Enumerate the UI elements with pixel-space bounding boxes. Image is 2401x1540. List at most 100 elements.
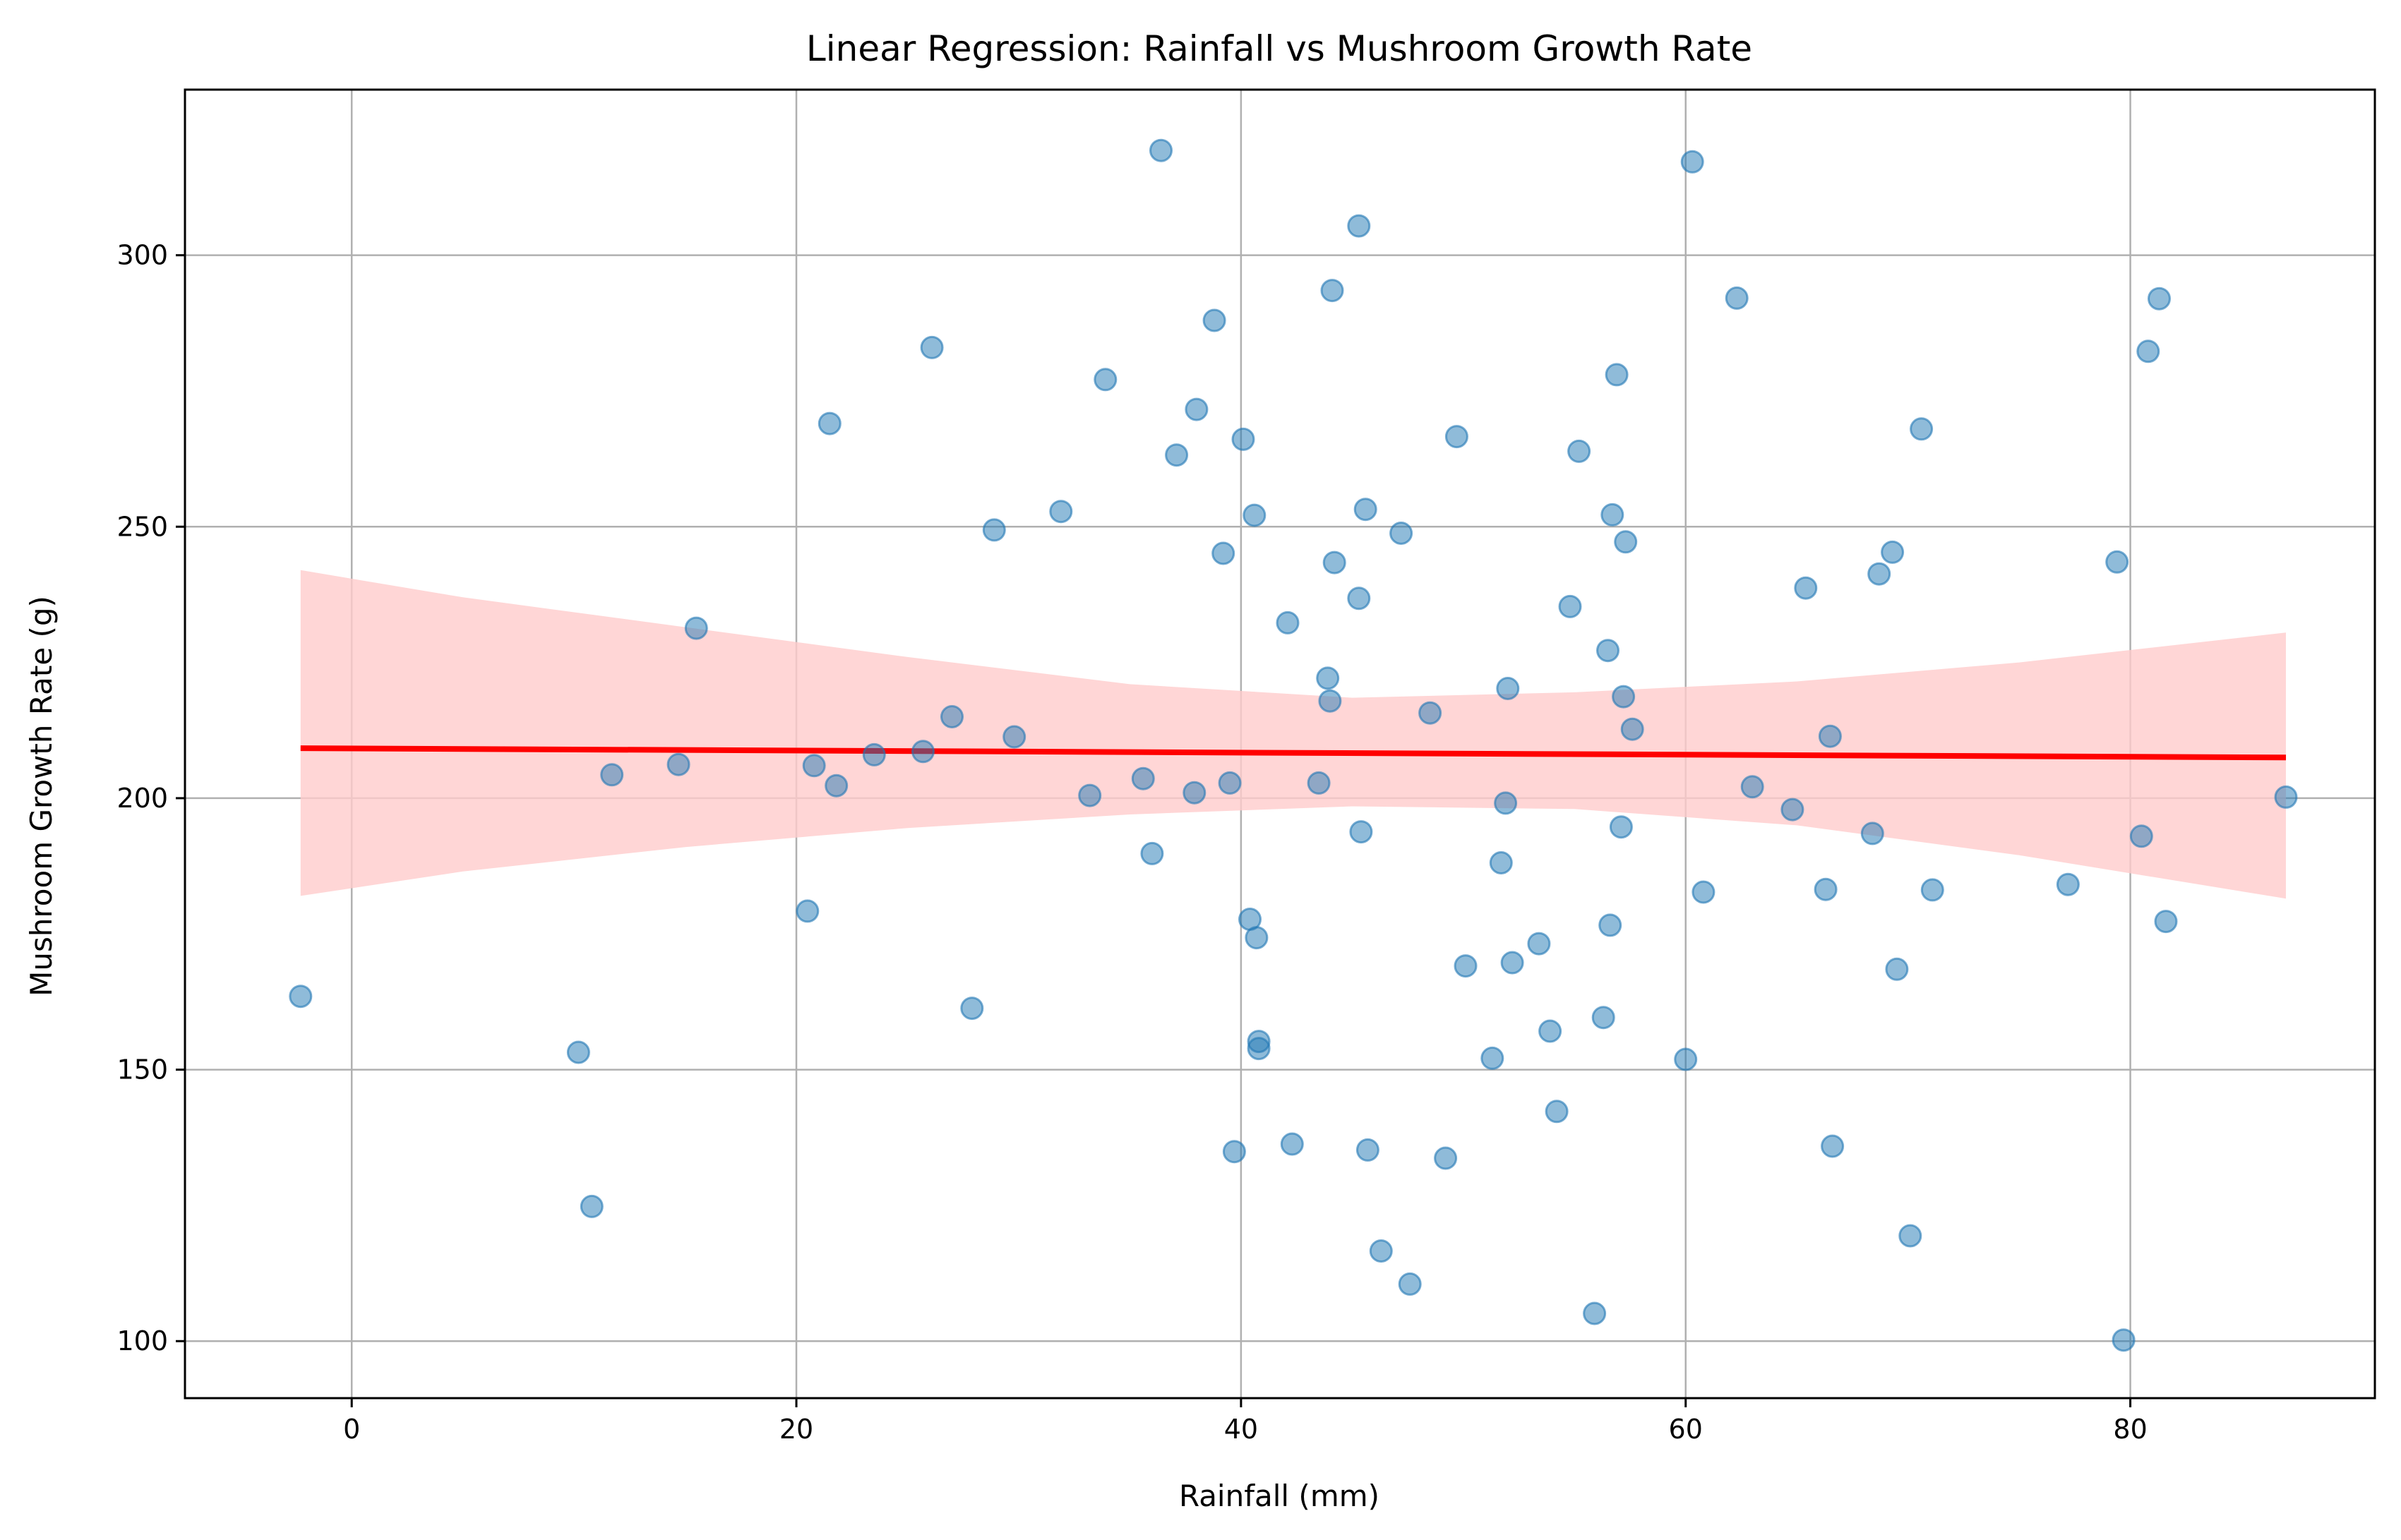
data-point — [1349, 820, 1373, 844]
data-point — [818, 411, 842, 435]
x-axis-label: Rainfall (mm) — [1179, 1479, 1379, 1513]
data-point — [1307, 771, 1331, 795]
data-point — [1094, 368, 1118, 392]
data-point — [1860, 822, 1884, 846]
data-point — [1674, 1047, 1698, 1071]
data-point — [1149, 138, 1173, 162]
y-tick-label: 300 — [116, 240, 168, 271]
data-point — [1131, 766, 1155, 790]
data-point — [1740, 775, 1764, 799]
data-point — [1222, 1140, 1246, 1164]
data-point — [1182, 781, 1207, 805]
data-point — [1276, 610, 1300, 634]
data-point — [1558, 594, 1582, 618]
data-point — [1185, 397, 1209, 421]
data-point — [1002, 725, 1026, 749]
y-axis-label: Mushroom Growth Rate (g) — [24, 596, 59, 997]
data-point — [1885, 957, 1909, 981]
data-point — [2105, 550, 2129, 574]
data-point — [1078, 783, 1102, 807]
data-point — [566, 1040, 590, 1064]
data-point — [2154, 910, 2178, 934]
data-point — [1247, 1030, 1271, 1054]
data-point — [1489, 851, 1513, 874]
data-point — [666, 752, 690, 776]
data-point — [802, 754, 826, 778]
data-point — [1245, 926, 1269, 950]
data-point — [600, 763, 624, 787]
data-point — [2112, 1328, 2136, 1352]
data-point — [1320, 279, 1344, 303]
data-point — [1389, 522, 1413, 545]
data-point — [1821, 1134, 1845, 1158]
data-point — [1605, 363, 1629, 387]
data-point — [580, 1194, 604, 1218]
data-point — [684, 616, 708, 640]
data-point — [1794, 576, 1818, 600]
data-point — [1583, 1301, 1607, 1325]
data-point — [1398, 1272, 1422, 1296]
data-point — [1620, 717, 1644, 741]
data-point — [1316, 666, 1340, 690]
data-point — [920, 335, 944, 359]
data-point — [1780, 798, 1804, 822]
data-point — [862, 742, 886, 766]
data-point — [1049, 500, 1073, 524]
data-point — [1218, 771, 1242, 795]
data-point — [1598, 913, 1622, 937]
data-point — [1692, 880, 1716, 904]
data-point — [2129, 824, 2153, 848]
x-tick-label: 0 — [343, 1414, 360, 1445]
data-point — [1140, 841, 1164, 865]
y-tick-label: 250 — [116, 511, 168, 542]
data-point — [1280, 1132, 1304, 1156]
x-tick-label: 60 — [1669, 1414, 1703, 1445]
plot-frame — [184, 88, 2376, 1400]
data-point — [1600, 503, 1624, 527]
data-point — [1353, 498, 1377, 522]
data-point — [1818, 724, 1842, 748]
data-point — [1454, 954, 1478, 978]
data-point — [1910, 417, 1934, 441]
regression-line-path — [300, 745, 2287, 761]
data-point — [1444, 425, 1468, 449]
data-point — [289, 985, 313, 1009]
data-point — [825, 774, 849, 798]
data-point — [1881, 540, 1905, 564]
data-point — [911, 740, 935, 764]
data-point — [1243, 503, 1267, 527]
data-point — [1614, 530, 1638, 554]
data-point — [1480, 1046, 1504, 1070]
data-point — [1355, 1138, 1379, 1162]
y-axis-ticks: 100 150 200 250 300 — [116, 240, 185, 1356]
data-point — [1347, 586, 1371, 610]
x-tick-label: 20 — [779, 1414, 813, 1445]
chart-title: Linear Regression: Rainfall vs Mushroom … — [806, 28, 1752, 69]
data-point — [2274, 785, 2298, 809]
x-tick-label: 80 — [2113, 1414, 2147, 1445]
x-axis-ticks: 0 20 40 60 80 — [343, 1398, 2148, 1445]
data-point — [1322, 551, 1346, 575]
data-point — [1165, 443, 1189, 467]
regression-line — [300, 745, 2287, 761]
data-point — [1202, 308, 1226, 332]
data-point — [2056, 872, 2080, 896]
data-point — [940, 705, 964, 728]
y-tick-label: 200 — [116, 783, 168, 814]
data-point — [1898, 1224, 1922, 1248]
data-point — [1434, 1146, 1458, 1170]
data-point — [1494, 791, 1518, 815]
data-point — [1538, 1019, 1562, 1043]
data-point — [1920, 878, 1944, 902]
data-point — [1231, 427, 1255, 451]
data-point — [1612, 685, 1636, 709]
data-point — [1369, 1239, 1393, 1263]
data-point — [1500, 951, 1524, 975]
data-point — [1347, 214, 1371, 238]
data-point — [1609, 815, 1633, 839]
data-point — [1567, 439, 1591, 463]
data-point — [1211, 541, 1235, 565]
data-point — [1814, 877, 1838, 901]
data-points — [289, 138, 2298, 1352]
